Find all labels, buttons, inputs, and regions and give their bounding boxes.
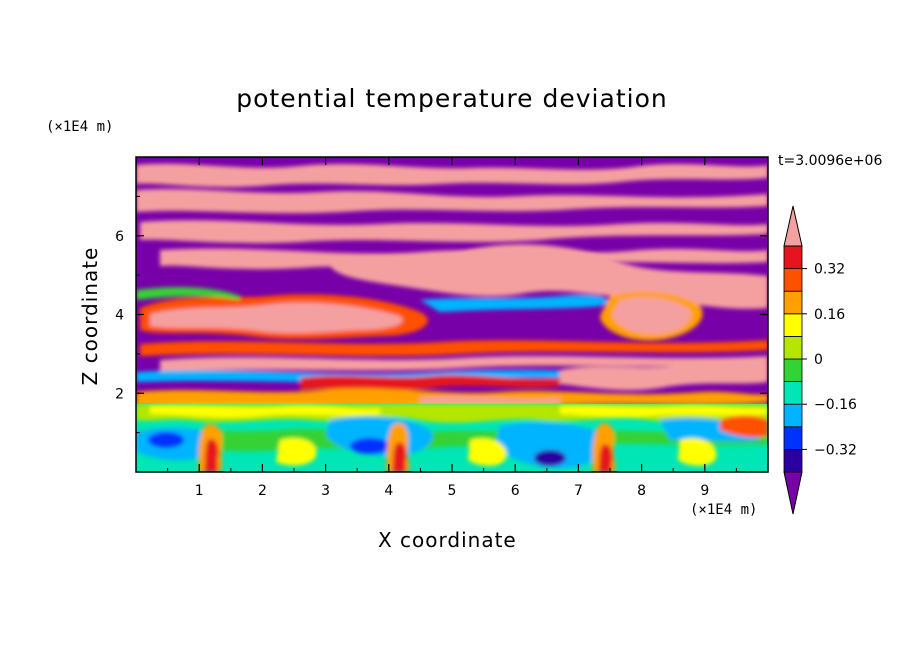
colorbar-tick-label: 0.32 — [814, 262, 845, 278]
colorbar-segment — [783, 403, 803, 428]
middle-layer — [136, 244, 768, 341]
colorbar-segment — [783, 335, 803, 360]
colorbar-min-extension — [783, 471, 803, 515]
upper-layer — [136, 163, 768, 270]
x-tick-label: 3 — [321, 483, 330, 499]
y-tick-label: 2 — [115, 386, 124, 402]
colorbar-tick-label: 0 — [814, 352, 823, 368]
y-tick-label: 6 — [115, 229, 124, 245]
colorbar-segment — [783, 426, 803, 450]
x-axis-ticks: 1 2 3 4 5 6 7 8 9 — [167, 157, 737, 499]
x-axis-label: X coordinate — [378, 528, 517, 552]
colorbar-segment — [783, 358, 803, 383]
x-axis-unit: (×1E4 m) — [690, 502, 758, 518]
colorbar-tick-label: −0.16 — [814, 397, 857, 413]
chart-title: potential temperature deviation — [236, 84, 668, 113]
x-tick-label: 8 — [637, 483, 646, 499]
x-tick-label: 5 — [448, 483, 457, 499]
x-tick-label: 4 — [384, 483, 393, 499]
colorbar-segment — [783, 245, 803, 270]
y-tick-label: 4 — [115, 308, 124, 324]
mixed-layer — [136, 340, 768, 410]
colorbar-tick-label: −0.32 — [814, 442, 857, 458]
y-axis-ticks: 2 4 6 — [115, 195, 768, 434]
x-tick-label: 9 — [700, 483, 709, 499]
colorbar-tick-label: 0.16 — [814, 307, 845, 323]
y-axis-unit: (×1E4 m) — [46, 119, 114, 135]
bottom-layer — [136, 404, 768, 472]
colorbar-segment — [783, 290, 803, 315]
colorbar-segment — [783, 448, 803, 473]
x-tick-label: 6 — [511, 483, 520, 499]
time-label: t=3.0096e+06 — [778, 153, 883, 169]
x-tick-label: 7 — [574, 483, 583, 499]
colorbar-segment — [783, 381, 803, 405]
heatmap-field — [136, 157, 768, 472]
x-tick-label: 1 — [195, 483, 204, 499]
colorbar: 0.32 0.16 0 −0.16 −0.32 — [783, 205, 857, 515]
colorbar-segment — [783, 268, 803, 292]
colorbar-max-extension — [783, 205, 803, 247]
x-tick-label: 2 — [258, 483, 267, 499]
colorbar-segment — [783, 313, 803, 337]
